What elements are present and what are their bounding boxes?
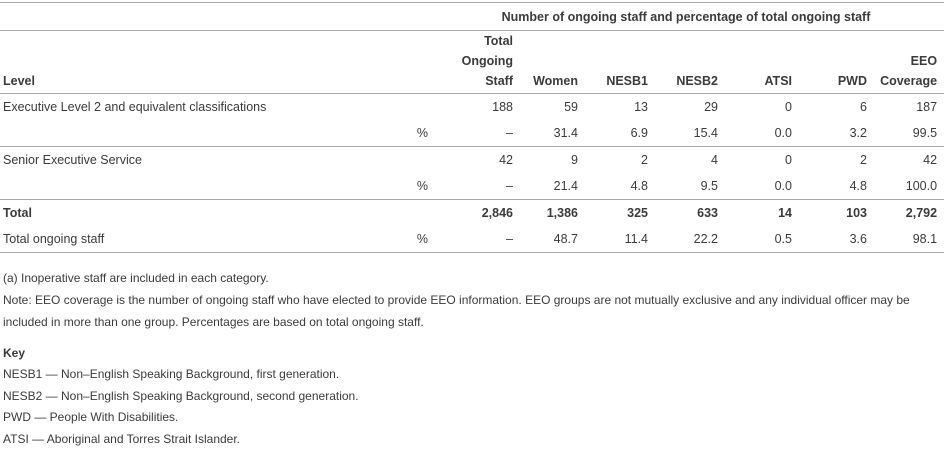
count-cell: 188 (492, 100, 513, 115)
eeo-staff-table: Number of ongoing staff and percentage o… (0, 2, 944, 253)
count-cell: 633 (697, 206, 718, 221)
pct-cell: 48.7 (513, 226, 578, 253)
col-header-nesb1: NESB1 (578, 30, 648, 94)
col-header-women: Women (513, 30, 578, 94)
table-note: Note: EEO coverage is the number of ongo… (3, 293, 910, 329)
key-section: Key NESB1 — Non–English Speaking Backgro… (3, 342, 942, 449)
count-cell: 4 (711, 153, 718, 168)
col-header-total-line2: Ongoing (461, 54, 513, 68)
count-cell: 59 (564, 100, 578, 115)
pct-cell (355, 200, 428, 227)
pct-cell: 0.5 (718, 226, 792, 253)
pct-cell: 99.5 (867, 120, 944, 147)
pct-cell: 98.1 (867, 226, 944, 253)
count-cell: 42 (499, 153, 513, 168)
row-label (0, 173, 355, 200)
row-label: Total (3, 206, 32, 221)
col-header-total-ongoing-staff: Total Ongoing Staff (428, 30, 513, 94)
count-cell: 0 (785, 100, 792, 115)
count-cell: 1,386 (546, 206, 578, 221)
pct-cell: – (428, 173, 513, 200)
pct-cell: 4.8 (578, 173, 648, 200)
count-cell: 6 (860, 100, 867, 115)
pct-cell: 21.4 (513, 173, 578, 200)
count-cell: 42 (923, 153, 938, 168)
row-label: Senior Executive Service (3, 153, 142, 168)
pct-cell: 11.4 (578, 226, 648, 253)
pct-cell (355, 94, 428, 121)
row-label: Total ongoing staff (0, 226, 355, 253)
key-item-pwd: PWD — People With Disabilities. (3, 410, 179, 425)
footnote-a: (a) Inoperative staff are included in ea… (3, 271, 269, 285)
col-header-total-line3: Staff (485, 74, 513, 88)
col-header-eeo-line2: Coverage (880, 74, 938, 88)
pct-cell: 100.0 (867, 173, 944, 200)
key-item-nesb2: NESB2 — Non–English Speaking Background,… (3, 388, 359, 403)
column-header-row: Level Total Ongoing Staff Women NESB1 NE… (0, 30, 944, 94)
pct-cell: 0.0 (718, 120, 792, 147)
count-cell: 2 (860, 153, 867, 168)
pct-cell: 22.2 (648, 226, 718, 253)
col-header-atsi: ATSI (718, 30, 792, 94)
pct-cell: – (428, 120, 513, 147)
row-executive-level-2-pct: % – 31.4 6.9 15.4 0.0 3.2 99.5 (0, 120, 944, 147)
pct-cell: 3.2 (792, 120, 867, 147)
pct-cell (355, 147, 428, 174)
key-item-nesb1: NESB1 — Non–English Speaking Background,… (3, 367, 340, 381)
pct-cell: 15.4 (648, 120, 718, 147)
pct-symbol: % (355, 120, 428, 147)
row-total: Total 2,846 1,386 325 633 14 103 2,792 (0, 200, 944, 227)
count-cell: 103 (846, 206, 867, 221)
pct-cell: 3.6 (792, 226, 867, 253)
count-cell: 187 (916, 100, 938, 115)
count-cell: 325 (627, 206, 648, 221)
pct-cell: 9.5 (648, 173, 718, 200)
col-header-pct-spacer (355, 30, 428, 94)
row-label (0, 120, 355, 147)
key-title: Key (3, 346, 26, 360)
col-header-nesb2: NESB2 (648, 30, 718, 94)
pct-symbol: % (355, 226, 428, 253)
spanning-header-row: Number of ongoing staff and percentage o… (0, 2, 944, 31)
col-header-total-line1: Total (484, 34, 513, 48)
key-item-atsi: ATSI — Aboriginal and Torres Strait Isla… (3, 431, 241, 446)
col-header-level: Level (0, 30, 355, 94)
row-senior-executive-service: Senior Executive Service 42 9 2 4 0 2 42 (0, 147, 944, 174)
count-cell: 0 (785, 153, 792, 168)
row-total-ongoing-staff-pct: Total ongoing staff % – 48.7 11.4 22.2 0… (0, 226, 944, 253)
count-cell: 2,792 (905, 206, 938, 221)
col-header-eeo-coverage: EEO Coverage (867, 30, 944, 94)
count-cell: 29 (704, 100, 718, 115)
pct-cell: 4.8 (792, 173, 867, 200)
count-cell: 13 (634, 100, 648, 115)
spanning-header-spacer (0, 2, 428, 31)
spanning-header: Number of ongoing staff and percentage o… (428, 2, 944, 31)
row-executive-level-2: Executive Level 2 and equivalent classif… (0, 94, 944, 121)
notes-section: (a) Inoperative staff are included in ea… (3, 267, 942, 333)
count-cell: 14 (778, 206, 792, 221)
pct-cell: 31.4 (513, 120, 578, 147)
count-cell: 2 (641, 153, 648, 168)
count-cell: 2,846 (481, 206, 513, 221)
col-header-eeo-line1: EEO (910, 54, 938, 68)
pct-cell: 6.9 (578, 120, 648, 147)
pct-cell: – (428, 226, 513, 253)
row-senior-executive-service-pct: % – 21.4 4.8 9.5 0.0 4.8 100.0 (0, 173, 944, 200)
count-cell: 9 (571, 153, 578, 168)
pct-cell: 0.0 (718, 173, 792, 200)
col-header-pwd: PWD (792, 30, 867, 94)
row-label: Executive Level 2 and equivalent classif… (3, 100, 267, 115)
pct-symbol: % (355, 173, 428, 200)
